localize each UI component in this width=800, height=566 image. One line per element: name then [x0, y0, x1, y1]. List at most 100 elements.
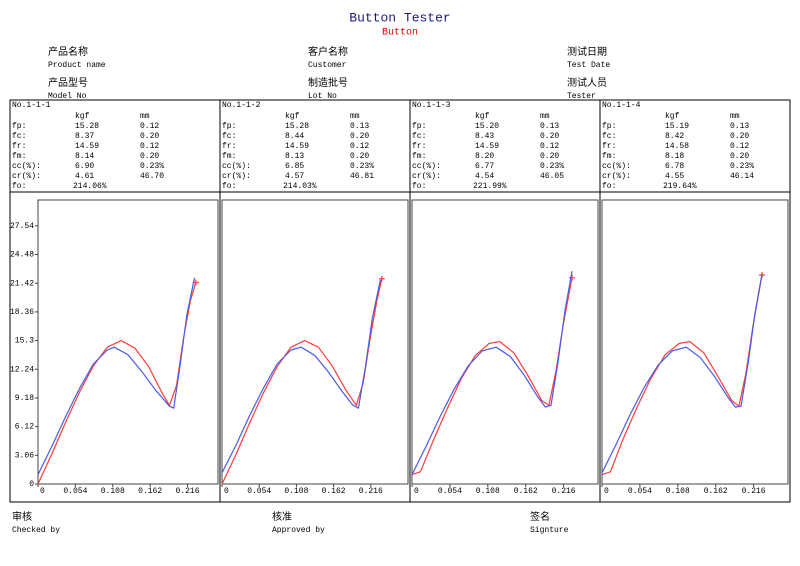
table-value: 0.20 — [730, 152, 749, 161]
table-value: 14.59 — [285, 142, 309, 151]
title: Button Tester — [349, 10, 450, 25]
table-value: 8.20 — [475, 152, 494, 161]
row-label: fr: — [12, 142, 26, 151]
row-label: fo: — [412, 182, 426, 191]
curve — [601, 274, 763, 476]
x-tick-label: 0.162 — [704, 487, 728, 496]
table-value: 0.20 — [350, 152, 369, 161]
column-header: mm — [730, 112, 740, 121]
subtitle: Button — [382, 28, 418, 39]
row-label: cc(%): — [412, 162, 441, 171]
table-value: 8.18 — [665, 152, 684, 161]
sign-label-en: Approved by — [272, 526, 325, 535]
table-value: 4.55 — [665, 172, 684, 181]
table-value: 0.20 — [140, 132, 159, 141]
y-tick-label: 0 — [29, 480, 34, 489]
table-value: 0.20 — [140, 152, 159, 161]
row-label: fp: — [412, 122, 426, 131]
table-value: 0.12 — [540, 142, 559, 151]
x-tick-label: 0.054 — [247, 487, 271, 496]
sign-label-cn: 审核 — [12, 510, 32, 523]
table-value: 0.23% — [540, 162, 564, 171]
x-tick-label: 0.108 — [476, 487, 500, 496]
table-value: 46.70 — [140, 172, 164, 181]
field-label-en: Lot No — [308, 92, 337, 101]
field-label-en: Model No — [48, 92, 87, 101]
plot-frame — [411, 199, 599, 485]
row-label: fm: — [602, 152, 616, 161]
row-label: fm: — [412, 152, 426, 161]
table-value: 4.61 — [75, 172, 94, 181]
row-label: fm: — [12, 152, 26, 161]
table-value: 4.54 — [475, 172, 494, 181]
x-tick-label: 0 — [224, 487, 229, 496]
column-header: kgf — [75, 112, 90, 121]
field-label-en: Test Date — [567, 61, 610, 70]
table-value: 14.58 — [665, 142, 689, 151]
x-tick-label: 0.162 — [138, 487, 162, 496]
table-value: 6.85 — [285, 162, 304, 171]
y-tick-label: 3.06 — [15, 451, 34, 460]
sign-label-en: Signture — [530, 526, 569, 535]
table-value: 0.23% — [140, 162, 164, 171]
curve — [221, 279, 381, 474]
row-label: fp: — [12, 122, 26, 131]
x-tick-label: 0.162 — [514, 487, 538, 496]
curve — [601, 273, 763, 474]
table-value: 214.06% — [73, 182, 107, 191]
field-label-cn: 测试人员 — [567, 76, 607, 89]
table-value: 6.90 — [75, 162, 94, 171]
plot-frame — [221, 199, 409, 485]
table-value: 8.42 — [665, 132, 684, 141]
table-value: 14.59 — [475, 142, 499, 151]
table-value: 8.43 — [475, 132, 494, 141]
row-label: fp: — [602, 122, 616, 131]
table-value: 219.64% — [663, 182, 697, 191]
table-value: 15.20 — [475, 122, 499, 131]
table-value: 6.78 — [665, 162, 684, 171]
row-label: cr(%): — [602, 172, 631, 181]
x-tick-label: 0.216 — [176, 487, 200, 496]
curve — [411, 277, 573, 476]
table-value: 0.20 — [730, 132, 749, 141]
sign-label-en: Checked by — [12, 526, 60, 535]
x-tick-label: 0 — [604, 487, 609, 496]
field-label-cn: 客户名称 — [308, 45, 348, 58]
table-value: 0.13 — [540, 122, 559, 131]
x-tick-label: 0.216 — [742, 487, 766, 496]
y-tick-label: 15.3 — [15, 337, 34, 346]
table-value: 0.12 — [140, 142, 159, 151]
table-value: 0.20 — [350, 132, 369, 141]
table-value: 46.05 — [540, 172, 564, 181]
sign-label-cn: 签名 — [530, 510, 550, 523]
x-tick-label: 0.054 — [628, 487, 652, 496]
row-label: fo: — [12, 182, 26, 191]
row-label: cc(%): — [602, 162, 631, 171]
sample-id: No.1-1-1 — [12, 101, 51, 110]
cross-marker — [378, 275, 385, 282]
sample-id: No.1-1-4 — [602, 101, 641, 110]
table-value: 15.28 — [75, 122, 99, 131]
row-label: fr: — [412, 142, 426, 151]
x-tick-label: 0.108 — [666, 487, 690, 496]
column-header: kgf — [285, 112, 300, 121]
table-value: 0.12 — [350, 142, 369, 151]
row-label: fr: — [602, 142, 616, 151]
table-value: 0.12 — [140, 122, 159, 131]
table-value: 0.13 — [350, 122, 369, 131]
x-tick-label: 0.216 — [552, 487, 576, 496]
field-label-cn: 产品名称 — [48, 45, 88, 58]
table-value: 8.13 — [285, 152, 304, 161]
column-header: mm — [540, 112, 550, 121]
table-value: 0.20 — [540, 132, 559, 141]
cross-marker — [569, 274, 576, 281]
x-tick-label: 0.162 — [322, 487, 346, 496]
column-header: kgf — [665, 112, 680, 121]
field-label-cn: 制造批号 — [308, 76, 348, 89]
field-label-en: Tester — [567, 92, 596, 101]
sample-id: No.1-1-3 — [412, 101, 451, 110]
row-label: cr(%): — [12, 172, 41, 181]
sample-id: No.1-1-2 — [222, 101, 261, 110]
x-tick-label: 0.054 — [63, 487, 87, 496]
row-label: cc(%): — [12, 162, 41, 171]
